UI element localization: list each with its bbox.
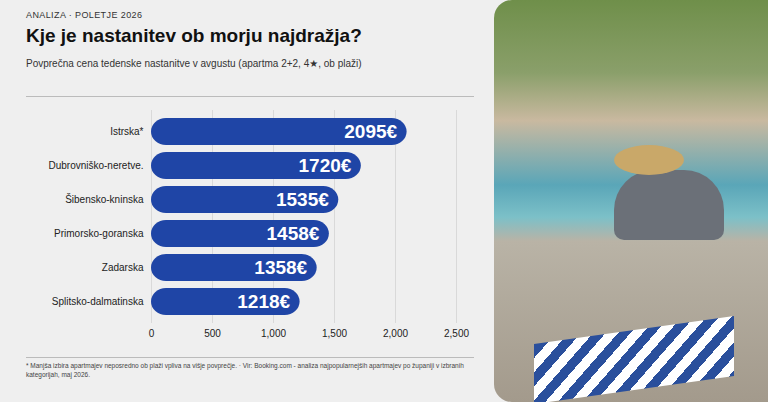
- html-text:Kje je nastanitev ob morju naj: Kje je nastanitev ob morju najdražja?: [26, 25, 362, 46]
- svg-text:Dubrovniško-neretve.: Dubrovniško-neretve.: [48, 160, 143, 171]
- svg-text:2,500: 2,500: [444, 328, 469, 339]
- html-text:Povprečna cena tedenske nastan: Povprečna cena tedenske nastanitve v avg…: [26, 58, 362, 69]
- svg-text:Istrska*: Istrska*: [110, 126, 143, 137]
- svg-text:1535€: 1535€: [276, 189, 329, 210]
- html-text:ANALIZA · POLETJE 2026: ANALIZA · POLETJE 2026: [26, 10, 143, 20]
- svg-text:1458€: 1458€: [267, 223, 320, 244]
- svg-text:1218€: 1218€: [237, 291, 290, 312]
- svg-text:1720€: 1720€: [298, 155, 351, 176]
- svg-text:1358€: 1358€: [254, 257, 307, 278]
- svg-text:Primorsko-goranska: Primorsko-goranska: [54, 228, 144, 239]
- svg-text:0: 0: [149, 328, 155, 339]
- svg-text:2,000: 2,000: [383, 328, 408, 339]
- svg-text:Zadarska: Zadarska: [102, 262, 144, 273]
- svg-text:2095€: 2095€: [344, 121, 397, 142]
- svg-text:Splitsko-dalmatinska: Splitsko-dalmatinska: [52, 296, 144, 307]
- html-text:* Manjša izbira apartmajev nep: * Manjša izbira apartmajev neposredno ob…: [26, 362, 464, 378]
- svg-text:1,000: 1,000: [261, 328, 286, 339]
- svg-text:Šibensko-kninska: Šibensko-kninska: [65, 193, 144, 205]
- svg-text:500: 500: [204, 328, 221, 339]
- svg-text:1,500: 1,500: [322, 328, 347, 339]
